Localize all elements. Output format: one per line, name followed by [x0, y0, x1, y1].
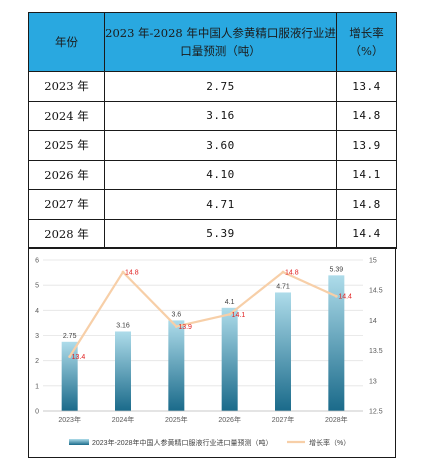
legend-label-line: 增长率（%）: [309, 438, 350, 447]
left-axis-tick: 6: [35, 258, 39, 265]
header-volume: 2023 年-2028 年中国人参黄精口服液行业进口量预测（吨）: [104, 12, 337, 72]
table-row: 2025 年 3.60 13.9: [28, 130, 397, 161]
table-row: 2024 年 3.16 14.8: [28, 100, 397, 131]
right-axis-tick: 12.5: [369, 409, 383, 416]
x-axis-tick: 2024年: [112, 415, 135, 424]
bar-value-label: 4.71: [276, 283, 290, 290]
data-labels: 2.75 3.16 3.6 4.1 4.71 5.39 13.4 14.8 13.9 14.1 14…: [63, 266, 352, 361]
growth-value-label: 14.4: [338, 294, 352, 301]
left-axis-tick: 3: [35, 333, 39, 340]
cell-growth: 13.4: [336, 71, 397, 102]
bar: [61, 341, 78, 411]
right-axis-tick: 14.5: [369, 288, 383, 295]
right-axis-tick: 13: [369, 378, 377, 385]
x-axis-tick: 2028年: [325, 415, 348, 424]
forecast-table: 年份 2023 年-2028 年中国人参黄精口服液行业进口量预测（吨） 增长率（…: [28, 12, 397, 249]
growth-point: [68, 355, 72, 359]
growth-point: [174, 325, 178, 328]
cell-year: 2028 年: [28, 218, 105, 249]
growth-value-label: 13.4: [72, 354, 86, 361]
growth-point: [121, 270, 125, 274]
left-axis-tick: 4: [35, 308, 39, 315]
cell-volume: 5.39: [104, 218, 337, 249]
bar: [168, 320, 185, 411]
legend-swatch-bar: [69, 439, 89, 445]
table-row: 2026 年 4.10 14.1: [28, 159, 397, 190]
growth-value-label: 13.9: [178, 324, 192, 331]
legend: 2023年-2028年中国人参黄精口服液行业进口量预测（吨） 增长率（%）: [69, 438, 350, 447]
bar: [221, 307, 238, 411]
cell-volume: 4.10: [104, 159, 337, 190]
growth-point: [334, 294, 338, 298]
growth-value-label: 14.1: [232, 312, 246, 319]
bar: [328, 275, 345, 411]
cell-growth: 14.8: [336, 100, 397, 131]
bar: [115, 331, 131, 411]
legend-label-bar: 2023年-2028年中国人参黄精口服液行业进口量预测（吨）: [92, 438, 272, 447]
x-axis-tick: 2023年: [58, 415, 81, 424]
table-row: 2023 年 2.75 13.4: [28, 71, 397, 102]
table-row: 2027 年 4.71 14.8: [28, 189, 397, 220]
cell-volume: 3.16: [104, 100, 337, 131]
cell-year: 2025 年: [28, 130, 105, 161]
line-series: [68, 270, 338, 359]
bar-value-label: 2.75: [63, 333, 77, 340]
bar-value-label: 5.39: [330, 266, 344, 273]
cell-year: 2024 年: [28, 100, 105, 131]
gridlines: [43, 259, 363, 412]
left-axis-tick: 5: [35, 283, 39, 290]
right-axis-tick: 14: [369, 318, 377, 325]
cell-year: 2026 年: [28, 159, 105, 190]
x-axis-tick: 2025年: [165, 415, 188, 424]
cell-volume: 3.60: [104, 130, 337, 161]
x-axis-tick: 2027年: [272, 415, 295, 424]
cell-volume: 2.75: [104, 71, 337, 102]
growth-line: [68, 270, 337, 358]
growth-value-label: 14.8: [125, 270, 139, 277]
cell-growth: 14.1: [336, 159, 397, 190]
left-axis-tick: 2: [35, 358, 39, 365]
bar-value-label: 3.6: [171, 311, 181, 318]
left-axis-tick: 1: [35, 383, 39, 390]
chart-frame: 0 1 2 3 4 5 6 12.5 13 13.5 14 14.5 15 2023年 2024年 2025年…: [28, 247, 396, 458]
right-axis-tick: 13.5: [369, 348, 383, 355]
bar-series: [61, 275, 345, 411]
bar-value-label: 3.16: [116, 322, 130, 329]
growth-point: [228, 312, 232, 316]
bar: [275, 292, 291, 411]
axes: 0 1 2 3 4 5 6 12.5 13 13.5 14 14.5 15 2023年 2024年 2025年…: [35, 258, 383, 425]
combo-chart: 0 1 2 3 4 5 6 12.5 13 13.5 14 14.5 15 2023年 2024年 2025年…: [35, 258, 383, 448]
cell-year: 2027 年: [28, 189, 105, 220]
header-year: 年份: [28, 12, 105, 72]
right-axis-tick: 15: [369, 258, 377, 265]
cell-year: 2023 年: [28, 71, 105, 102]
table-header-row: 年份 2023 年-2028 年中国人参黄精口服液行业进口量预测（吨） 增长率（…: [28, 12, 397, 72]
cell-volume: 4.71: [104, 189, 337, 220]
cell-growth: 14.4: [336, 218, 397, 249]
cell-growth: 13.9: [336, 130, 397, 161]
x-axis-tick: 2026年: [218, 415, 241, 424]
cell-growth: 14.8: [336, 189, 397, 220]
header-growth: 增长率（%）: [336, 12, 397, 72]
table-row: 2028 年 5.39 14.4: [28, 218, 397, 249]
growth-point: [281, 270, 285, 274]
left-axis-tick: 0: [35, 409, 39, 416]
bar-value-label: 4.1: [225, 299, 235, 306]
growth-value-label: 14.8: [285, 270, 299, 277]
